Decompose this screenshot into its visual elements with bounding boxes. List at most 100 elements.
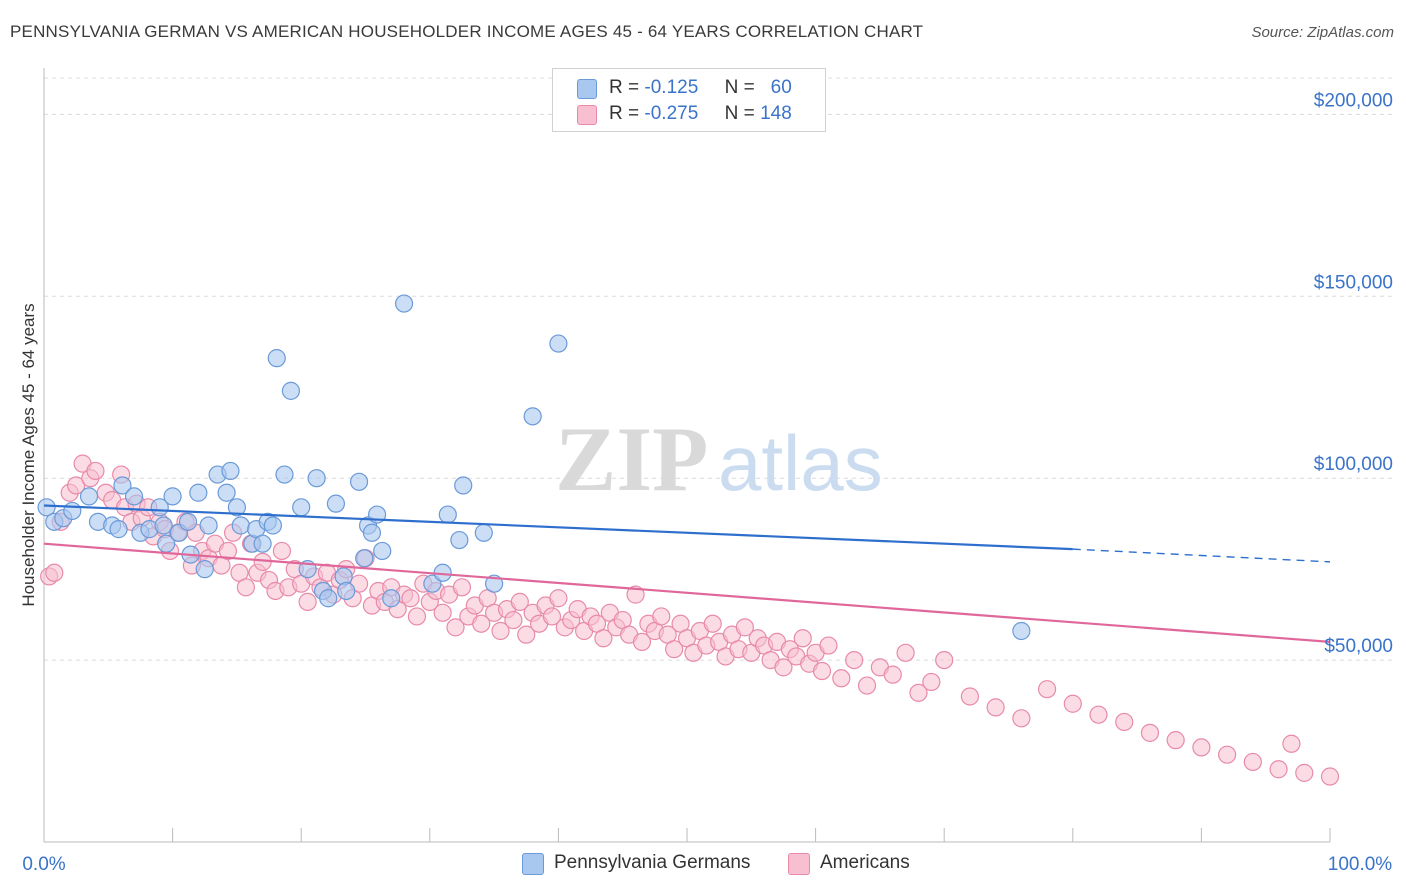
y-tick-label: $150,000 [1314, 272, 1393, 293]
data-point-american [491, 621, 510, 641]
data-point-american [1140, 723, 1160, 742]
data-point-pennsylvania-german [231, 516, 250, 535]
data-point-american [1269, 760, 1288, 779]
data-point-american [1063, 694, 1082, 713]
data-point-american [45, 563, 64, 582]
data-point-american [298, 592, 317, 611]
data-point-american [632, 632, 652, 652]
r-label: R = [609, 103, 640, 124]
data-point-pennsylvania-german [195, 560, 214, 579]
data-point-american [909, 683, 928, 702]
data-point-american [1012, 709, 1031, 728]
r-value: -0.275 [644, 103, 699, 124]
data-point-pennsylvania-german [267, 349, 286, 368]
data-point-pennsylvania-german [355, 549, 374, 568]
data-point-american [819, 636, 838, 655]
data-point-american [1320, 767, 1340, 786]
data-point-pennsylvania-german [373, 541, 392, 561]
data-point-american [218, 541, 237, 561]
data-point-american [1282, 734, 1301, 753]
data-point-american [922, 672, 941, 692]
data-point-pennsylvania-german [189, 483, 208, 502]
data-point-pennsylvania-german [474, 523, 493, 542]
data-point-american [857, 676, 877, 695]
data-point-pennsylvania-german [124, 487, 144, 506]
data-point-american [549, 589, 568, 608]
y-tick-label: $100,000 [1314, 454, 1393, 475]
data-point-pennsylvania-german [362, 523, 382, 542]
data-point-american [1115, 712, 1134, 732]
data-point-american [401, 589, 420, 608]
data-point-american [67, 476, 86, 495]
data-point-pennsylvania-german [263, 516, 283, 535]
trend-line-americans [43, 542, 1331, 644]
data-point-pennsylvania-german [319, 589, 338, 608]
chart-title: PENNSYLVANIA GERMAN VS AMERICAN HOUSEHOL… [10, 22, 924, 41]
data-point-pennsylvania-german [349, 472, 369, 491]
data-point-pennsylvania-german [337, 581, 356, 601]
data-point-american [652, 607, 671, 626]
data-point-american [510, 592, 529, 611]
data-point-american [845, 650, 864, 670]
trend-line-pennsylvania-germans [43, 504, 1073, 551]
data-point-american [1218, 745, 1237, 764]
data-point-american [86, 461, 105, 481]
data-point-pennsylvania-german [326, 494, 346, 513]
data-point-american [1089, 705, 1108, 724]
data-point-pennsylvania-german [1012, 621, 1031, 641]
pink-swatch-icon [577, 105, 597, 125]
blue-swatch-icon [522, 853, 544, 875]
data-point-pennsylvania-german [63, 501, 82, 521]
data-point-american [446, 618, 465, 637]
data-point-pennsylvania-german [163, 487, 182, 506]
x-tick-label: 100.0% [1328, 854, 1393, 875]
trend-lines [43, 504, 1331, 644]
watermark-atlas: atlas [718, 419, 883, 507]
data-point-american [272, 541, 292, 561]
data-point-american [883, 665, 902, 684]
data-point-american [626, 585, 645, 604]
legend-label: Americans [820, 852, 910, 873]
data-point-pennsylvania-german [394, 294, 414, 313]
axis-layer [43, 68, 1331, 843]
y-axis-label: Householder Income Ages 45 - 64 years [19, 303, 38, 606]
data-point-pennsylvania-german [307, 469, 326, 488]
data-point-american [935, 650, 954, 670]
x-tick-label: 0.0% [22, 854, 65, 875]
data-point-pennsylvania-german [292, 498, 311, 517]
data-point-pennsylvania-german [382, 589, 401, 608]
legend-label: Pennsylvania Germans [554, 852, 751, 873]
data-point-pennsylvania-german [113, 476, 132, 495]
data-point-pennsylvania-german [275, 465, 294, 484]
n-value: 148 [760, 103, 792, 124]
data-point-american [504, 610, 523, 630]
pink-swatch-icon [788, 853, 810, 875]
data-point-american [1166, 731, 1185, 750]
data-point-american [812, 661, 832, 681]
data-point-american [793, 629, 812, 648]
data-point-pennsylvania-german [199, 516, 218, 535]
r-value: -0.125 [644, 77, 699, 98]
source-note: Source: ZipAtlas.com [1251, 24, 1394, 41]
data-point-pennsylvania-german [79, 487, 99, 506]
trend-extension-pennsylvania-germans [1072, 548, 1331, 563]
data-point-american [542, 607, 562, 626]
data-point-pennsylvania-german [37, 498, 56, 517]
data-point-american [594, 629, 613, 648]
data-point-pennsylvania-german [227, 498, 246, 517]
blue-swatch-icon [577, 79, 597, 99]
n-label: N = [724, 77, 755, 98]
y-tick-label: $50,000 [1324, 636, 1393, 657]
data-point-pennsylvania-german [523, 407, 542, 426]
n-value: 60 [770, 77, 792, 98]
data-point-american [735, 618, 754, 637]
data-point-american [236, 578, 256, 597]
data-point-american [986, 698, 1005, 717]
data-point-pennsylvania-german [454, 476, 473, 495]
data-point-pennsylvania-german [154, 516, 173, 535]
stats-legend: R = -0.125 N = 60 R = -0.275 N = 148 [552, 68, 826, 132]
data-point-american [665, 640, 684, 659]
data-point-american [703, 614, 722, 633]
tick-labels: $50,000 $100,000 $150,000 $200,000 0.0% 100.0… [22, 90, 1393, 875]
